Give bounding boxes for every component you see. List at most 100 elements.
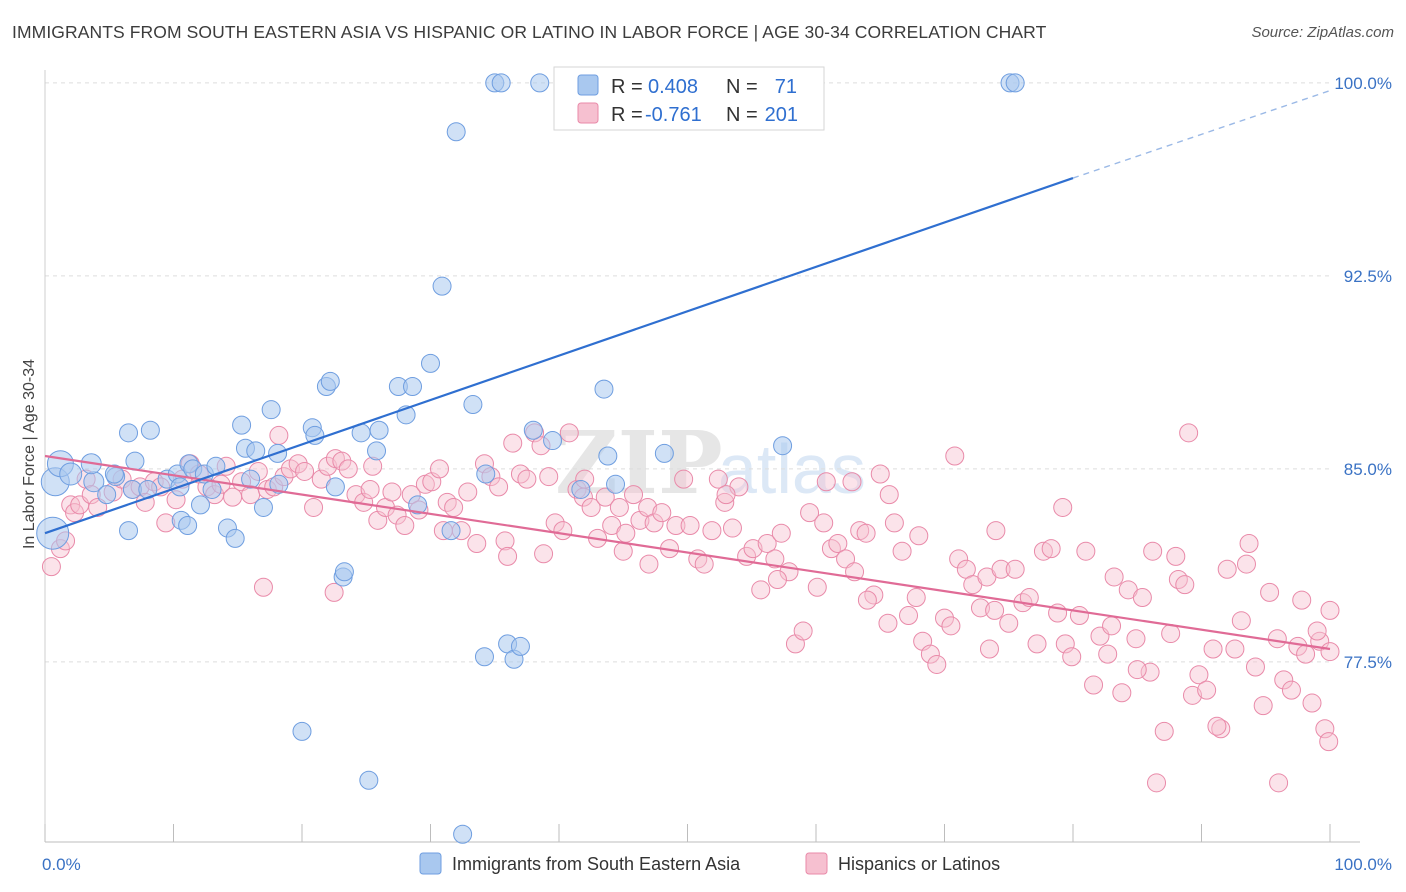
hispanic-point-176 <box>1296 644 1316 664</box>
hispanic-point-179 <box>1315 719 1335 739</box>
hispanic-point-165 <box>1217 559 1237 579</box>
sea-point-35 <box>269 474 289 494</box>
hispanic-point-114 <box>856 523 876 543</box>
sea-point-68 <box>571 479 591 499</box>
hispanic-point-149 <box>1104 567 1124 587</box>
hispanic-point-173 <box>1274 670 1294 690</box>
hispanic-point-207 <box>857 590 877 610</box>
bottom-legend-swatch-hispanic <box>805 852 828 875</box>
sea-point-45 <box>359 770 379 790</box>
sea-point-52 <box>421 353 440 373</box>
sea-point-71 <box>606 474 626 494</box>
sea-point-33 <box>261 400 281 420</box>
bottom-legend-label-hispanic: Hispanics or Latinos <box>838 854 1000 874</box>
sea-point-66 <box>543 431 563 451</box>
hispanic-point-189 <box>1269 773 1289 793</box>
hispanic-point-77 <box>595 487 615 507</box>
hispanic-point-130 <box>970 598 990 618</box>
hispanic-point-169 <box>1245 657 1265 677</box>
hispanic-point-144 <box>1069 606 1089 626</box>
sea-point-24 <box>202 479 222 499</box>
sea-point-0 <box>36 516 70 550</box>
sea-point-72 <box>654 443 674 463</box>
sea-trend-line <box>44 177 1074 535</box>
sea-point-14 <box>140 420 160 440</box>
sea-point-65 <box>523 420 543 440</box>
hispanic-point-191 <box>613 541 633 561</box>
sea-point-69 <box>594 379 614 399</box>
hispanic-point-155 <box>1147 773 1167 793</box>
series-sea-points <box>36 73 1025 844</box>
hispanic-point-65 <box>510 464 530 484</box>
hispanic-point-100 <box>757 533 777 553</box>
hispanic-point-44 <box>360 479 380 499</box>
hispanic-point-203 <box>1207 716 1227 736</box>
hispanic-point-87 <box>666 515 686 535</box>
sea-point-38 <box>305 425 325 445</box>
sea-point-6 <box>97 485 117 505</box>
hispanic-point-92 <box>702 521 722 541</box>
hispanic-point-0 <box>41 557 61 577</box>
hispanic-point-188 <box>1179 423 1199 443</box>
hispanic-point-152 <box>1126 629 1146 649</box>
hispanic-point-59 <box>467 533 487 553</box>
hispanic-point-161 <box>1189 665 1209 685</box>
hispanic-point-72 <box>559 423 579 443</box>
hispanic-point-192 <box>1053 497 1073 517</box>
hispanic-point-167 <box>1231 611 1251 631</box>
hispanic-point-35 <box>295 461 315 481</box>
legend-r-value-2: -0.761 <box>645 104 702 126</box>
hispanic-point-127 <box>949 549 969 569</box>
hispanic-point-93 <box>708 469 728 489</box>
sea-point-58 <box>474 647 494 667</box>
hispanic-point-160 <box>1183 685 1203 705</box>
legend-n-value-1: 71 <box>775 76 797 98</box>
sea-point-46 <box>367 441 387 461</box>
hispanic-point-71 <box>553 521 573 541</box>
sea-point-53 <box>432 276 452 296</box>
hispanic-point-63 <box>495 531 515 551</box>
hispanic-point-89 <box>680 515 700 535</box>
hispanic-point-34 <box>288 454 308 474</box>
hispanic-point-99 <box>751 580 771 600</box>
series-hispanics-points <box>41 423 1340 793</box>
hispanic-point-148 <box>1098 644 1118 664</box>
hispanic-point-146 <box>1084 675 1104 695</box>
legend-r-value-1: 0.408 <box>648 76 698 98</box>
hispanic-point-85 <box>652 503 672 523</box>
hispanic-point-112 <box>842 472 862 492</box>
hispanic-point-124 <box>927 654 947 674</box>
hispanic-point-163 <box>1203 639 1223 659</box>
hispanic-point-159 <box>1175 575 1195 595</box>
sea-point-22 <box>190 495 210 515</box>
sea-point-61 <box>491 73 511 93</box>
y-axis-label: In Labor Force | Age 30-34 <box>21 359 38 549</box>
hispanic-point-193 <box>1166 546 1186 566</box>
hispanic-point-123 <box>920 644 940 664</box>
legend-swatch-sea <box>577 74 599 96</box>
y-tick-label-0: 77.5% <box>1344 653 1392 672</box>
hispanic-point-54 <box>429 459 449 479</box>
hispanic-point-91 <box>694 554 714 574</box>
sea-point-70 <box>598 446 618 466</box>
hispanic-point-56 <box>444 497 464 517</box>
hispanic-point-209 <box>534 544 554 564</box>
sea-point-8 <box>104 464 124 484</box>
hispanic-point-137 <box>1019 588 1039 608</box>
hispanic-point-206 <box>979 639 999 659</box>
hispanic-point-205 <box>1102 616 1122 636</box>
hispanic-point-171 <box>1260 582 1280 602</box>
legend-n-value-2: 201 <box>765 104 798 126</box>
hispanic-point-106 <box>800 503 820 523</box>
hispanic-point-196 <box>909 526 929 546</box>
hispanic-point-157 <box>1161 624 1181 644</box>
hispanic-point-41 <box>338 459 358 479</box>
hispanic-point-110 <box>828 533 848 553</box>
hispanic-point-166 <box>1225 639 1245 659</box>
hispanic-point-170 <box>1253 696 1273 716</box>
sea-point-64 <box>510 636 530 656</box>
trend-lines <box>44 89 1331 651</box>
hispanic-point-88 <box>674 469 694 489</box>
hispanic-point-98 <box>743 539 763 559</box>
hispanic-point-31 <box>269 425 289 445</box>
